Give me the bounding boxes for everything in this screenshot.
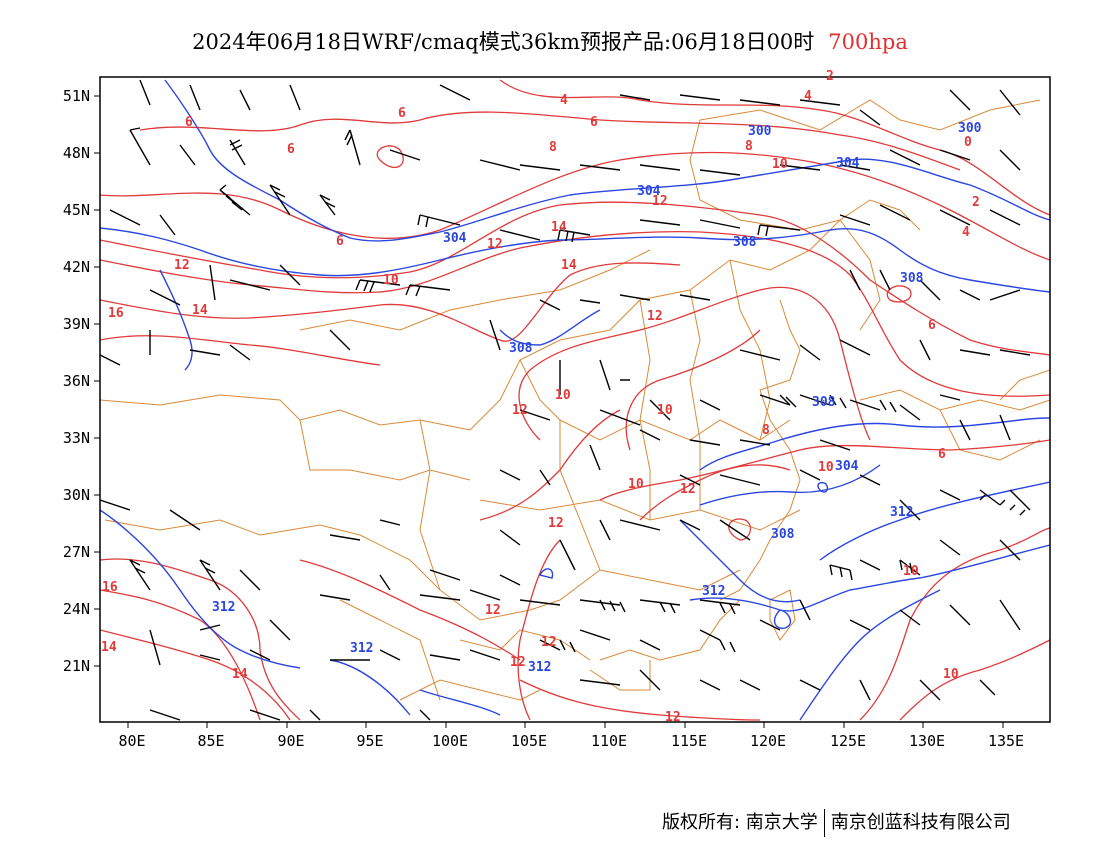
temp-label: 12 [647, 309, 663, 324]
height-label: 304 [835, 459, 859, 474]
title-main: 2024年06月18日WRF/cmaq模式36km预报产品:06月18日00时 [192, 30, 815, 54]
temp-label: 14 [101, 640, 117, 655]
latitude-labels: 51N 48N 45N 42N 39N 36N 33N 30N 27N 24N … [63, 87, 90, 675]
lat-label: 33N [63, 429, 90, 447]
lon-label: 80E [118, 732, 145, 750]
temp-label: 12 [665, 710, 681, 725]
temp-label: 0 [964, 135, 972, 150]
temp-label: 4 [962, 225, 970, 240]
temp-label: 10 [772, 157, 788, 172]
lat-label: 24N [63, 600, 90, 618]
height-label: 312 [702, 584, 725, 599]
lon-label: 115E [671, 732, 707, 750]
temp-label: 10 [383, 273, 399, 288]
height-label: 304 [443, 231, 467, 246]
temp-label: 4 [560, 93, 568, 108]
temp-label: 14 [232, 667, 248, 682]
height-label: 308 [900, 271, 924, 286]
temperature-labels: 4 4 2 4 6 6 6 8 10 12 6 12 14 16 14 12 1… [101, 69, 980, 725]
temp-label: 8 [745, 139, 753, 154]
temp-label: 16 [102, 580, 118, 595]
longitude-labels: 80E 85E 90E 95E 100E 105E 110E 115E 120E… [118, 732, 1024, 750]
footer-owner: 版权所有: 南京大学 [662, 812, 818, 833]
height-label: 312 [212, 600, 235, 615]
height-label: 304 [836, 156, 860, 171]
height-label: 308 [812, 395, 836, 410]
lat-label: 51N [63, 87, 90, 105]
lon-label: 95E [356, 732, 383, 750]
temp-label: 6 [336, 234, 344, 249]
temp-label: 10 [943, 667, 959, 682]
temp-label: 6 [938, 447, 946, 462]
temp-label: 6 [287, 142, 295, 157]
height-label: 312 [528, 660, 551, 675]
height-label: 312 [350, 641, 373, 656]
temp-label: 6 [398, 106, 406, 121]
height-label: 304 [637, 184, 661, 199]
temp-label: 12 [510, 655, 526, 670]
lon-label: 90E [277, 732, 304, 750]
temp-label: 12 [652, 194, 668, 209]
temp-label: 12 [485, 603, 501, 618]
temp-label: 8 [762, 423, 770, 438]
height-label: 308 [733, 235, 757, 250]
temp-label: 10 [555, 388, 571, 403]
height-label: 308 [509, 341, 533, 356]
temp-label: 10 [628, 477, 644, 492]
lon-label: 130E [909, 732, 945, 750]
lat-label: 21N [63, 657, 90, 675]
temp-label: 16 [108, 306, 124, 321]
temp-label: 10 [903, 564, 919, 579]
lat-label: 48N [63, 144, 90, 162]
temp-label: 14 [192, 303, 208, 318]
axis-ticks [94, 95, 1004, 728]
plot-frame [99, 76, 1051, 723]
footer-company: 南京创蓝科技有限公司 [830, 812, 1011, 833]
lat-label: 27N [63, 543, 90, 561]
wind-barbs [100, 79, 1031, 721]
temp-label: 14 [561, 258, 577, 273]
title-level: 700hpa [828, 30, 908, 54]
lon-label: 120E [750, 732, 786, 750]
lat-label: 30N [63, 486, 90, 504]
copyright-footer: 版权所有: 南京大学 南京创蓝科技有限公司 [662, 808, 1011, 837]
temp-label: 2 [972, 195, 980, 210]
lat-label: 36N [63, 372, 90, 390]
temp-label: 14 [551, 220, 567, 235]
temp-label: 6 [185, 115, 193, 130]
temp-label: 6 [590, 115, 598, 130]
map-title: 2024年06月18日WRF/cmaq模式36km预报产品:06月18日00时 7… [0, 26, 1100, 56]
temp-label: 12 [541, 635, 557, 650]
temp-label: 12 [680, 482, 696, 497]
temp-label: 10 [818, 460, 834, 475]
height-contours [100, 79, 1050, 721]
height-labels: 300 300 304 304 304 308 308 308 308 304 … [212, 121, 982, 675]
height-label: 312 [890, 505, 913, 520]
temp-label: 10 [657, 403, 673, 418]
lon-label: 105E [511, 732, 547, 750]
height-label: 300 [958, 121, 982, 136]
temp-label: 12 [548, 516, 564, 531]
lat-label: 42N [63, 258, 90, 276]
temp-label: 12 [487, 237, 503, 252]
temp-label: 12 [174, 258, 190, 273]
lat-label: 39N [63, 315, 90, 333]
height-label: 308 [771, 527, 795, 542]
lon-label: 125E [830, 732, 866, 750]
height-label: 300 [748, 124, 772, 139]
temp-label: 6 [928, 318, 936, 333]
temp-label: 12 [512, 403, 528, 418]
lon-label: 135E [988, 732, 1024, 750]
temp-label: 8 [549, 140, 557, 155]
lon-label: 100E [432, 732, 468, 750]
lat-label: 45N [63, 201, 90, 219]
temp-label: 4 [804, 89, 812, 104]
lon-label: 110E [591, 732, 627, 750]
temperature-contours [100, 79, 1050, 721]
temp-label: 2 [826, 69, 834, 84]
footer-separator [823, 809, 825, 837]
lon-label: 85E [197, 732, 224, 750]
